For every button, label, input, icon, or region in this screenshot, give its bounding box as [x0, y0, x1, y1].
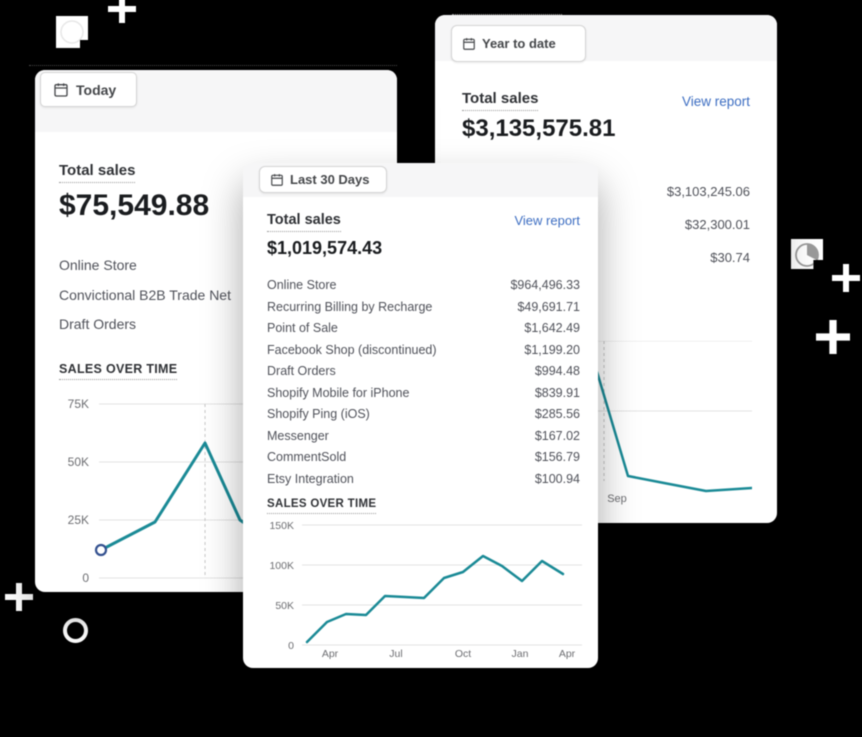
svg-text:75K: 75K [68, 397, 89, 411]
svg-text:0: 0 [288, 640, 294, 652]
svg-text:25K: 25K [68, 513, 89, 527]
svg-text:Jul: Jul [389, 648, 402, 659]
svg-text:Jan: Jan [512, 648, 529, 659]
svg-text:Sep: Sep [607, 493, 627, 505]
svg-text:50K: 50K [275, 600, 294, 612]
svg-text:Oct: Oct [455, 648, 471, 659]
svg-text:Apr: Apr [322, 648, 339, 659]
svg-text:Apr: Apr [559, 648, 576, 659]
svg-text:100K: 100K [269, 560, 294, 572]
svg-text:50K: 50K [68, 455, 89, 469]
svg-text:0: 0 [82, 571, 89, 585]
svg-text:150K: 150K [269, 520, 294, 532]
